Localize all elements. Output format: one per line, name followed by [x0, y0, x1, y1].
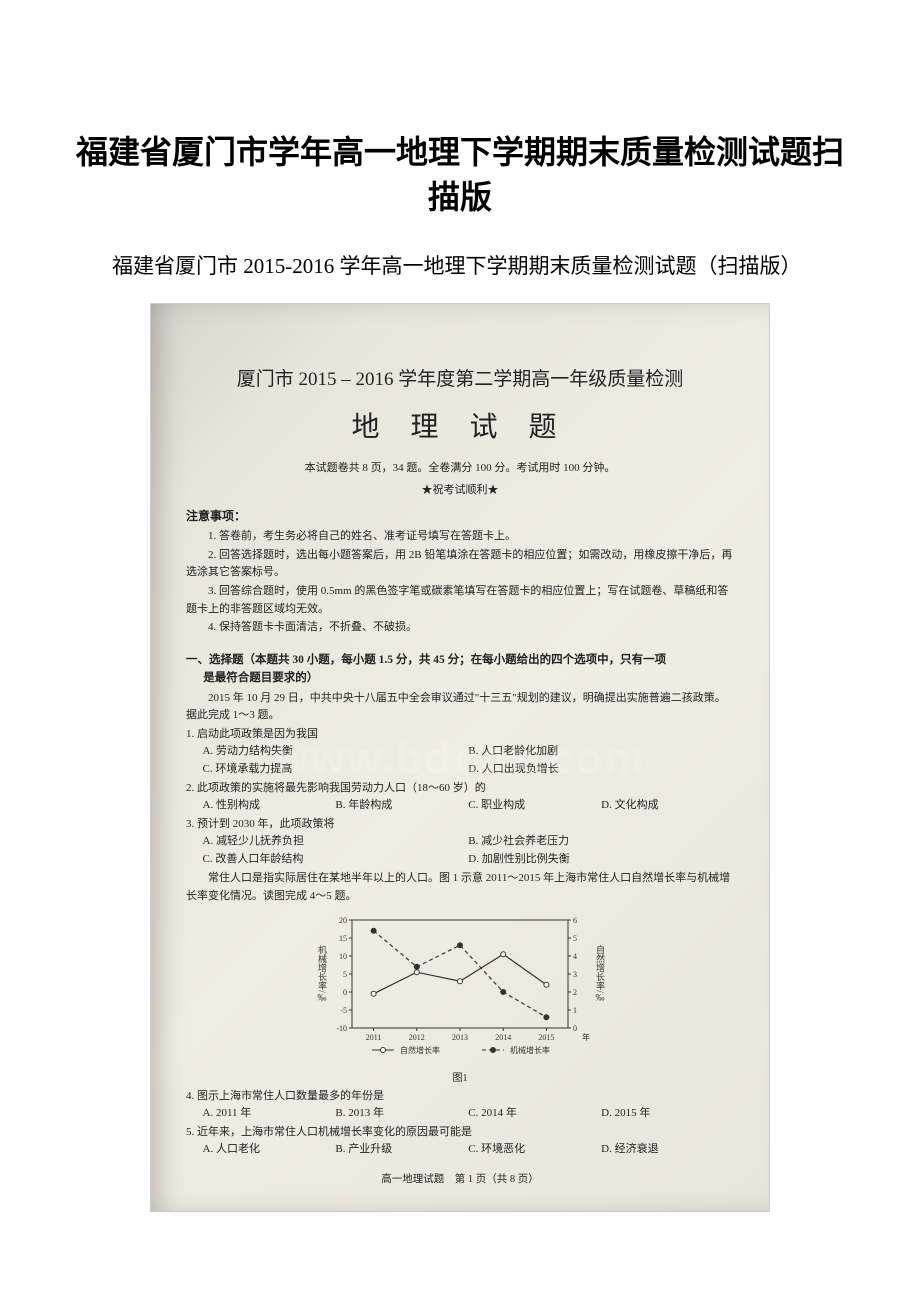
- exam-header-title: 厦门市 2015 – 2016 学年度第二学期高一年级质量检测: [186, 364, 734, 391]
- q5-opt-d: D. 经济衰退: [601, 1141, 734, 1159]
- q2-opt-c: C. 职业构成: [468, 797, 601, 815]
- question-1-options: A. 劳动力结构失衡B. 人口老龄化加剧 C. 环境承载力提高D. 人口出现负增…: [186, 743, 734, 778]
- section-1-heading-line2: 是最符合题目要求的）: [186, 669, 734, 687]
- svg-text:自然增长率/‰: 自然增长率/‰: [595, 944, 605, 1003]
- figure-1-chart: -10 -5 0 5 10 15 20 0 1 2 3 4 5 6 2011 2012 2013 2014 2015…: [186, 912, 734, 1067]
- passage-2: 常住人口是指实际居住在某地半年以上的人口。图 1 示意 2011～2015 年上…: [186, 870, 734, 905]
- figure-1-caption: 图1: [186, 1069, 734, 1084]
- q1-opt-c: C. 环境承载力提高: [203, 761, 469, 779]
- svg-text:20: 20: [339, 916, 347, 925]
- notice-item: 1. 答卷前，考生务必将自己的姓名、准考证号填写在答题卡上。: [186, 528, 734, 546]
- question-5-options: A. 人口老化 B. 产业升级 C. 环境恶化 D. 经济衰退: [186, 1141, 734, 1159]
- svg-text:年: 年: [582, 1032, 590, 1042]
- svg-text:15: 15: [339, 934, 347, 943]
- page-outer-subtitle: 福建省厦门市 2015-2016 学年高一地理下学期期末质量检测试题（扫描版）: [0, 240, 920, 304]
- svg-text:2014: 2014: [495, 1033, 511, 1042]
- svg-text:3: 3: [573, 970, 577, 979]
- svg-text:机械增长率/‰: 机械增长率/‰: [317, 944, 327, 1003]
- passage-1: 2015 年 10 月 29 日，中共中央十八届五中全会审议通过"十三五"规划的…: [186, 690, 734, 725]
- svg-text:-5: -5: [340, 1006, 347, 1015]
- svg-text:4: 4: [573, 952, 577, 961]
- svg-text:2012: 2012: [409, 1033, 425, 1042]
- q5-opt-c: C. 环境恶化: [468, 1141, 601, 1159]
- q3-opt-d: D. 加剧性别比例失衡: [468, 851, 734, 869]
- q1-opt-a: A. 劳动力结构失衡: [203, 743, 469, 761]
- q2-opt-b: B. 年龄构成: [335, 797, 468, 815]
- section-1-heading: 一、选择题（本题共 30 小题，每小题 1.5 分，共 45 分；在每小题给出的…: [186, 651, 734, 688]
- q5-opt-b: B. 产业升级: [335, 1141, 468, 1159]
- q4-opt-d: D. 2015 年: [601, 1105, 734, 1123]
- q1-opt-b: B. 人口老龄化加剧: [468, 743, 734, 761]
- svg-text:机械增长率: 机械增长率: [510, 1045, 550, 1055]
- question-2: 2. 此项政策的实施将最先影响我国劳动力人口（18～60 岁）的: [186, 780, 734, 798]
- q3-opt-b: B. 减少社会养老压力: [468, 833, 734, 851]
- notice-item: 4. 保持答题卡卡面清洁，不折叠、不破损。: [186, 619, 734, 637]
- q3-opt-c: C. 改善人口年龄结构: [203, 851, 469, 869]
- q1-opt-d: D. 人口出现负增长: [468, 761, 734, 779]
- question-4: 4. 图示上海市常住人口数量最多的年份是: [186, 1088, 734, 1106]
- q4-opt-a: A. 2011 年: [203, 1105, 336, 1123]
- notice-label: 注意事项：: [186, 507, 734, 524]
- section-1-heading-line1: 一、选择题（本题共 30 小题，每小题 1.5 分，共 45 分；在每小题给出的…: [186, 654, 666, 666]
- page-outer-title: 福建省厦门市学年高一地理下学期期末质量检测试题扫描版: [0, 0, 920, 240]
- svg-text:10: 10: [339, 952, 347, 961]
- q4-opt-c: C. 2014 年: [468, 1105, 601, 1123]
- q5-opt-a: A. 人口老化: [203, 1141, 336, 1159]
- svg-text:6: 6: [573, 916, 577, 925]
- q3-opt-a: A. 减轻少儿抚养负担: [203, 833, 469, 851]
- svg-text:0: 0: [343, 988, 347, 997]
- question-1: 1. 启动此项政策是因为我国: [186, 726, 734, 744]
- exam-goodluck: ★祝考试顺利★: [186, 481, 734, 497]
- notice-item: 2. 回答选择题时，选出每小题答案后，用 2B 铅笔填涂在答题卡的相应位置；如需…: [186, 547, 734, 582]
- question-3: 3. 预计到 2030 年，此项政策将: [186, 816, 734, 834]
- scanned-exam-page: 厦门市 2015 – 2016 学年度第二学期高一年级质量检测 地 理 试 题 …: [150, 303, 770, 1212]
- svg-text:2013: 2013: [452, 1033, 468, 1042]
- page-footer: 高一地理试题 第 1 页（共 8 页）: [186, 1171, 734, 1186]
- svg-text:0: 0: [573, 1024, 577, 1033]
- exam-info: 本试题卷共 8 页，34 题。全卷满分 100 分。考试用时 100 分钟。: [186, 459, 734, 475]
- svg-text:-10: -10: [336, 1024, 347, 1033]
- svg-text:2: 2: [573, 988, 577, 997]
- question-4-options: A. 2011 年 B. 2013 年 C. 2014 年 D. 2015 年: [186, 1105, 734, 1123]
- question-3-options: A. 减轻少儿抚养负担B. 减少社会养老压力 C. 改善人口年龄结构D. 加剧性…: [186, 833, 734, 868]
- question-2-options: A. 性别构成 B. 年龄构成 C. 职业构成 D. 文化构成: [186, 797, 734, 815]
- exam-subject: 地 理 试 题: [186, 405, 734, 445]
- q2-opt-d: D. 文化构成: [601, 797, 734, 815]
- q4-opt-b: B. 2013 年: [335, 1105, 468, 1123]
- svg-text:1: 1: [573, 1006, 577, 1015]
- question-5: 5. 近年来，上海市常住人口机械增长率变化的原因最可能是: [186, 1124, 734, 1142]
- line-chart-svg: -10 -5 0 5 10 15 20 0 1 2 3 4 5 6 2011 2012 2013 2014 2015…: [310, 912, 610, 1062]
- svg-text:自然增长率: 自然增长率: [400, 1045, 440, 1055]
- notice-item: 3. 回答综合题时，使用 0.5mm 的黑色签字笔或碳素笔填写在答题卡的相应位置…: [186, 583, 734, 618]
- svg-text:2011: 2011: [366, 1033, 382, 1042]
- svg-text:5: 5: [573, 934, 577, 943]
- svg-text:5: 5: [343, 970, 347, 979]
- svg-text:2015: 2015: [538, 1033, 554, 1042]
- q2-opt-a: A. 性别构成: [203, 797, 336, 815]
